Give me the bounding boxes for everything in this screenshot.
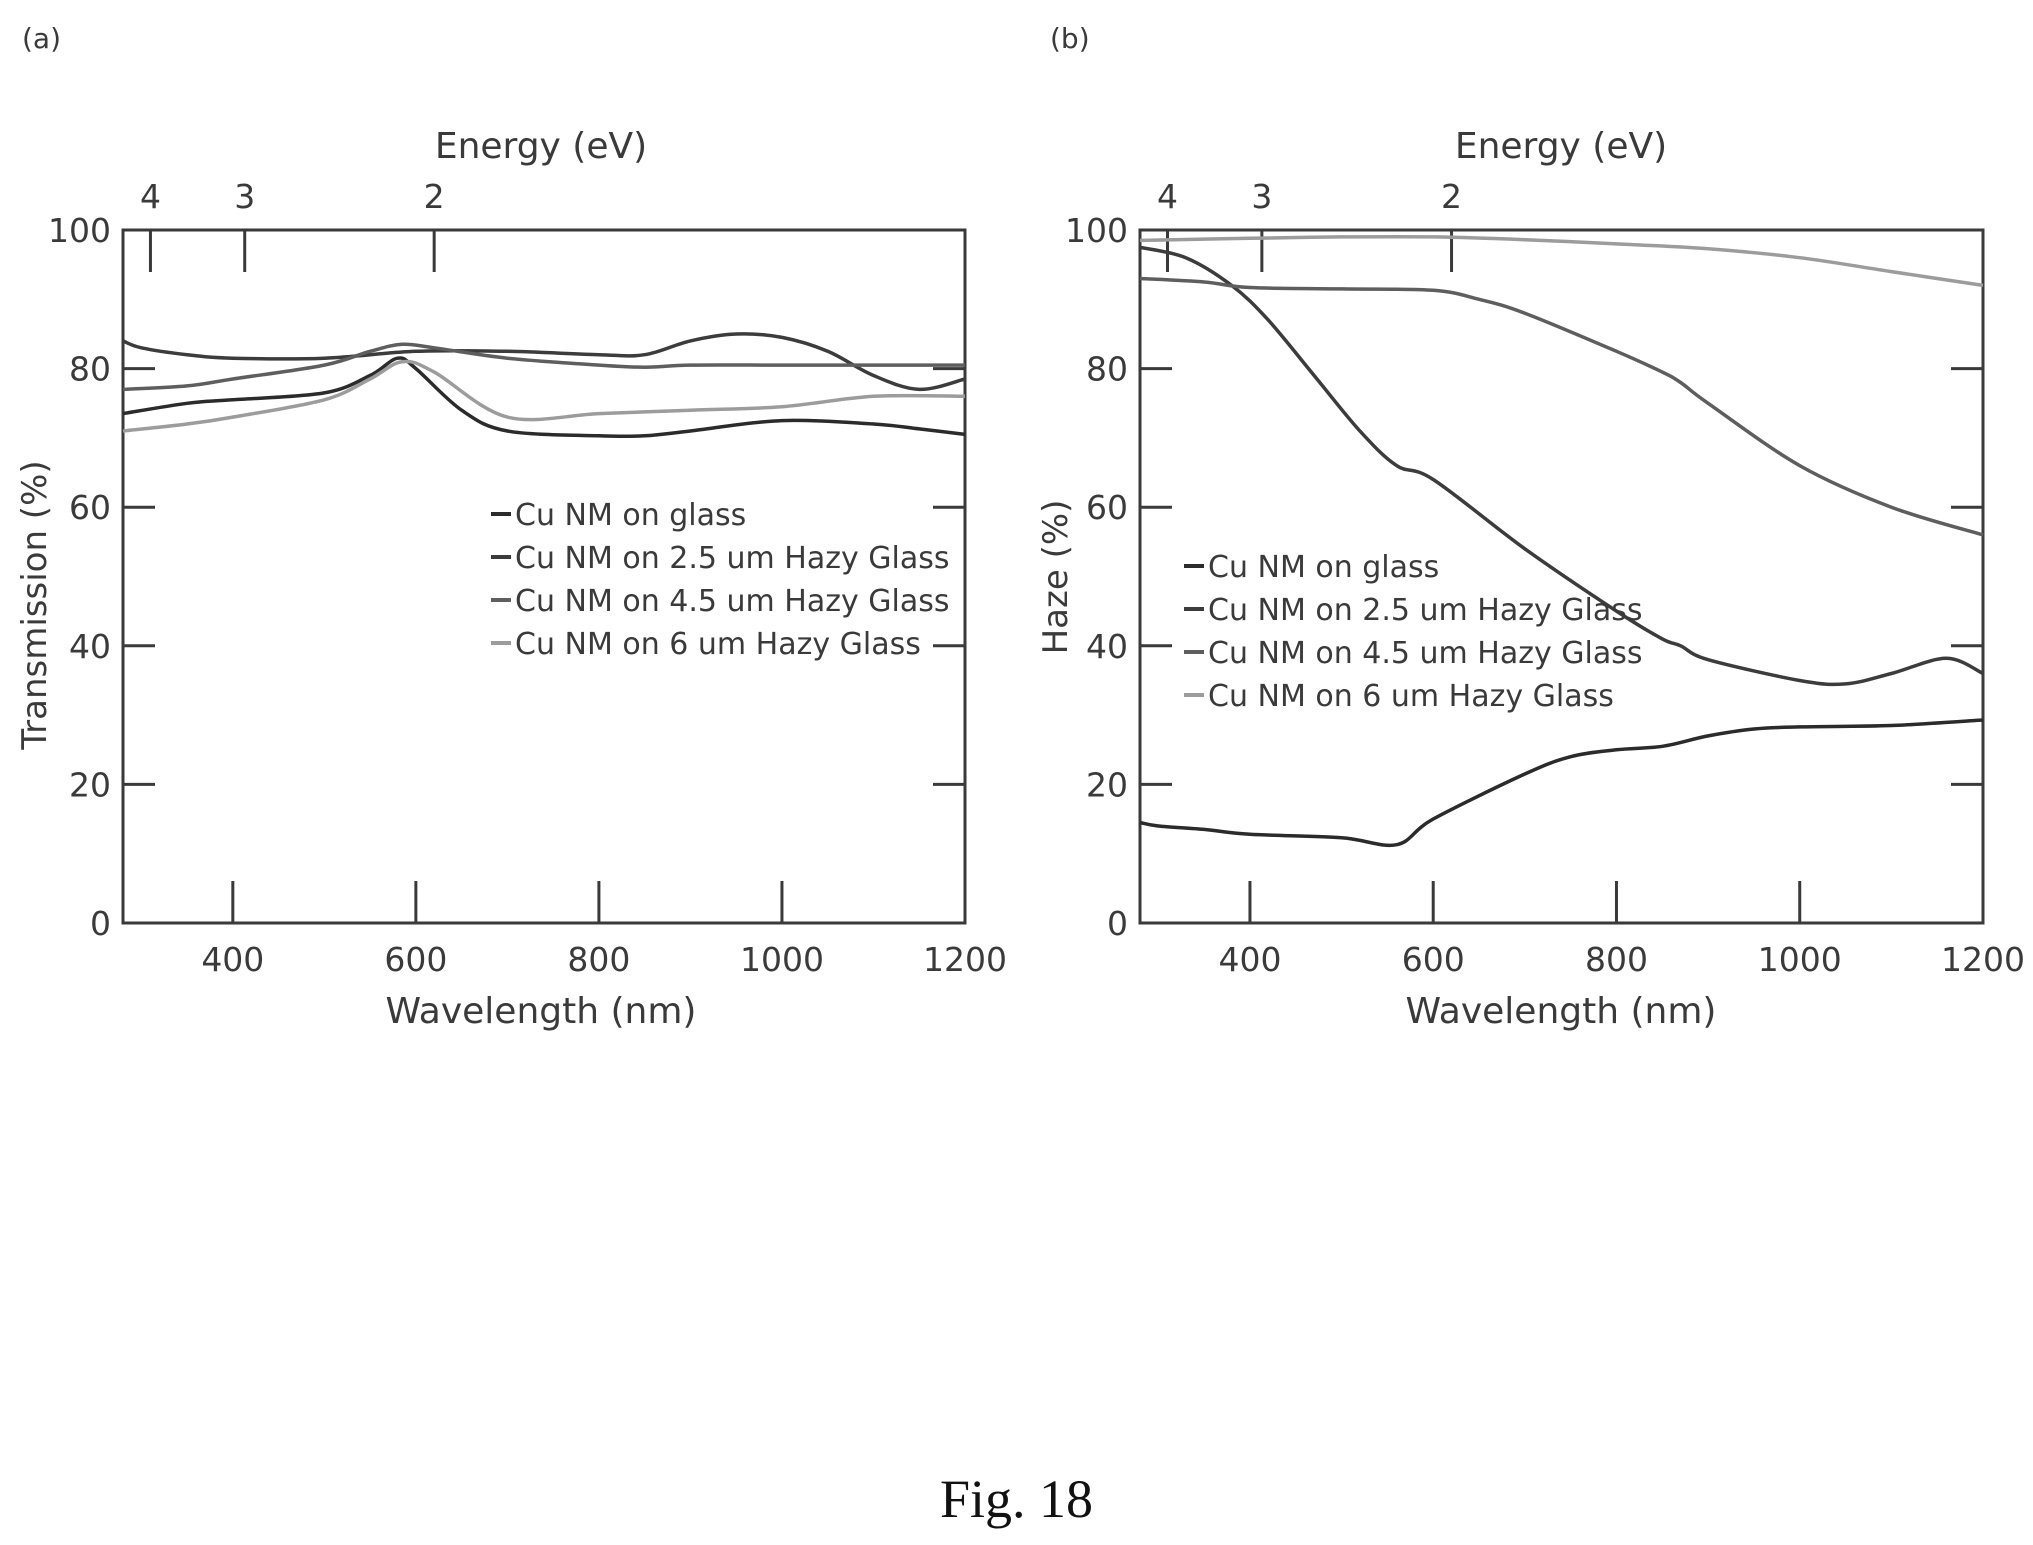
x-tick-label: 1200 bbox=[1941, 940, 2025, 979]
x-tick-label: 1000 bbox=[740, 940, 824, 979]
y-tick-label: 0 bbox=[1107, 904, 1128, 943]
x-tick-label: 400 bbox=[201, 940, 264, 979]
legend-entry: Cu NM on 2.5 um Hazy Glass bbox=[1208, 593, 1643, 628]
plot-frame bbox=[1138, 228, 1985, 925]
y-tick-label: 20 bbox=[1086, 765, 1128, 804]
y-tick-label: 40 bbox=[1086, 627, 1128, 666]
plot-area: 400 600 800 1000 1200 0 20 40 60 80 100 4 3 2 Cu NM on… bbox=[1065, 177, 2025, 979]
x-tick-label: 600 bbox=[384, 940, 447, 979]
top-tick-label: 2 bbox=[424, 177, 445, 216]
panel-b: (b) Energy (eV) Wavelength (nm) Haze (%)… bbox=[1036, 22, 2025, 1032]
top-tick-label: 4 bbox=[140, 177, 161, 216]
panel-label: (a) bbox=[22, 22, 61, 55]
x-axis-label: Wavelength (nm) bbox=[1406, 991, 1717, 1032]
y-axis-label: Haze (%) bbox=[1036, 500, 1076, 655]
y-tick-label: 60 bbox=[1086, 488, 1128, 527]
y-tick-label: 80 bbox=[69, 350, 111, 389]
panel-a: (a) Energy (eV) Wavelength (nm) Transmis… bbox=[15, 22, 1007, 1032]
top-tick-label: 4 bbox=[1157, 177, 1178, 216]
legend-entry: Cu NM on 4.5 um Hazy Glass bbox=[1208, 636, 1643, 671]
y-tick-label: 0 bbox=[90, 904, 111, 943]
top-axis-label: Energy (eV) bbox=[1455, 126, 1667, 167]
series-line bbox=[1139, 234, 1984, 288]
series-line bbox=[122, 359, 966, 433]
x-tick-label: 400 bbox=[1218, 940, 1281, 979]
y-tick-label: 60 bbox=[69, 488, 111, 527]
top-axis-label: Energy (eV) bbox=[435, 126, 647, 167]
series-line bbox=[1139, 276, 1984, 537]
x-tick-label: 1200 bbox=[923, 940, 1007, 979]
legend-entry: Cu NM on glass bbox=[1208, 550, 1439, 585]
legend-entry: Cu NM on glass bbox=[515, 498, 746, 533]
x-axis-label: Wavelength (nm) bbox=[386, 991, 697, 1032]
plot-area: 400 600 800 1000 1200 0 20 40 60 80 100 4 3 2 Cu NM on… bbox=[48, 177, 1007, 979]
top-tick-label: 3 bbox=[234, 177, 255, 216]
series-line bbox=[122, 342, 965, 392]
top-tick-label: 3 bbox=[1251, 177, 1272, 216]
legend-entry: Cu NM on 2.5 um Hazy Glass bbox=[515, 541, 950, 576]
top-tick-label: 2 bbox=[1441, 177, 1462, 216]
x-tick-label: 1000 bbox=[1758, 940, 1842, 979]
legend-entry: Cu NM on 6 um Hazy Glass bbox=[515, 627, 921, 662]
y-axis-label: Transmission (%) bbox=[15, 460, 55, 750]
legend-entry: Cu NM on 6 um Hazy Glass bbox=[1208, 679, 1614, 714]
y-tick-label: 100 bbox=[48, 211, 111, 250]
y-tick-label: 40 bbox=[69, 627, 111, 666]
legend-entry: Cu NM on 4.5 um Hazy Glass bbox=[515, 584, 950, 619]
y-tick-label: 80 bbox=[1086, 350, 1128, 389]
series-line bbox=[1139, 245, 1984, 687]
x-tick-label: 800 bbox=[567, 940, 630, 979]
x-tick-label: 600 bbox=[1402, 940, 1465, 979]
x-tick-label: 800 bbox=[1585, 940, 1648, 979]
series-line bbox=[1139, 718, 1984, 848]
series-line bbox=[122, 356, 966, 439]
y-tick-label: 100 bbox=[1065, 211, 1128, 250]
plot-frame bbox=[121, 228, 967, 925]
y-tick-label: 20 bbox=[69, 765, 111, 804]
panel-label: (b) bbox=[1050, 22, 1090, 55]
figure-caption: Fig. 18 bbox=[939, 1469, 1094, 1529]
series-line bbox=[122, 332, 966, 392]
